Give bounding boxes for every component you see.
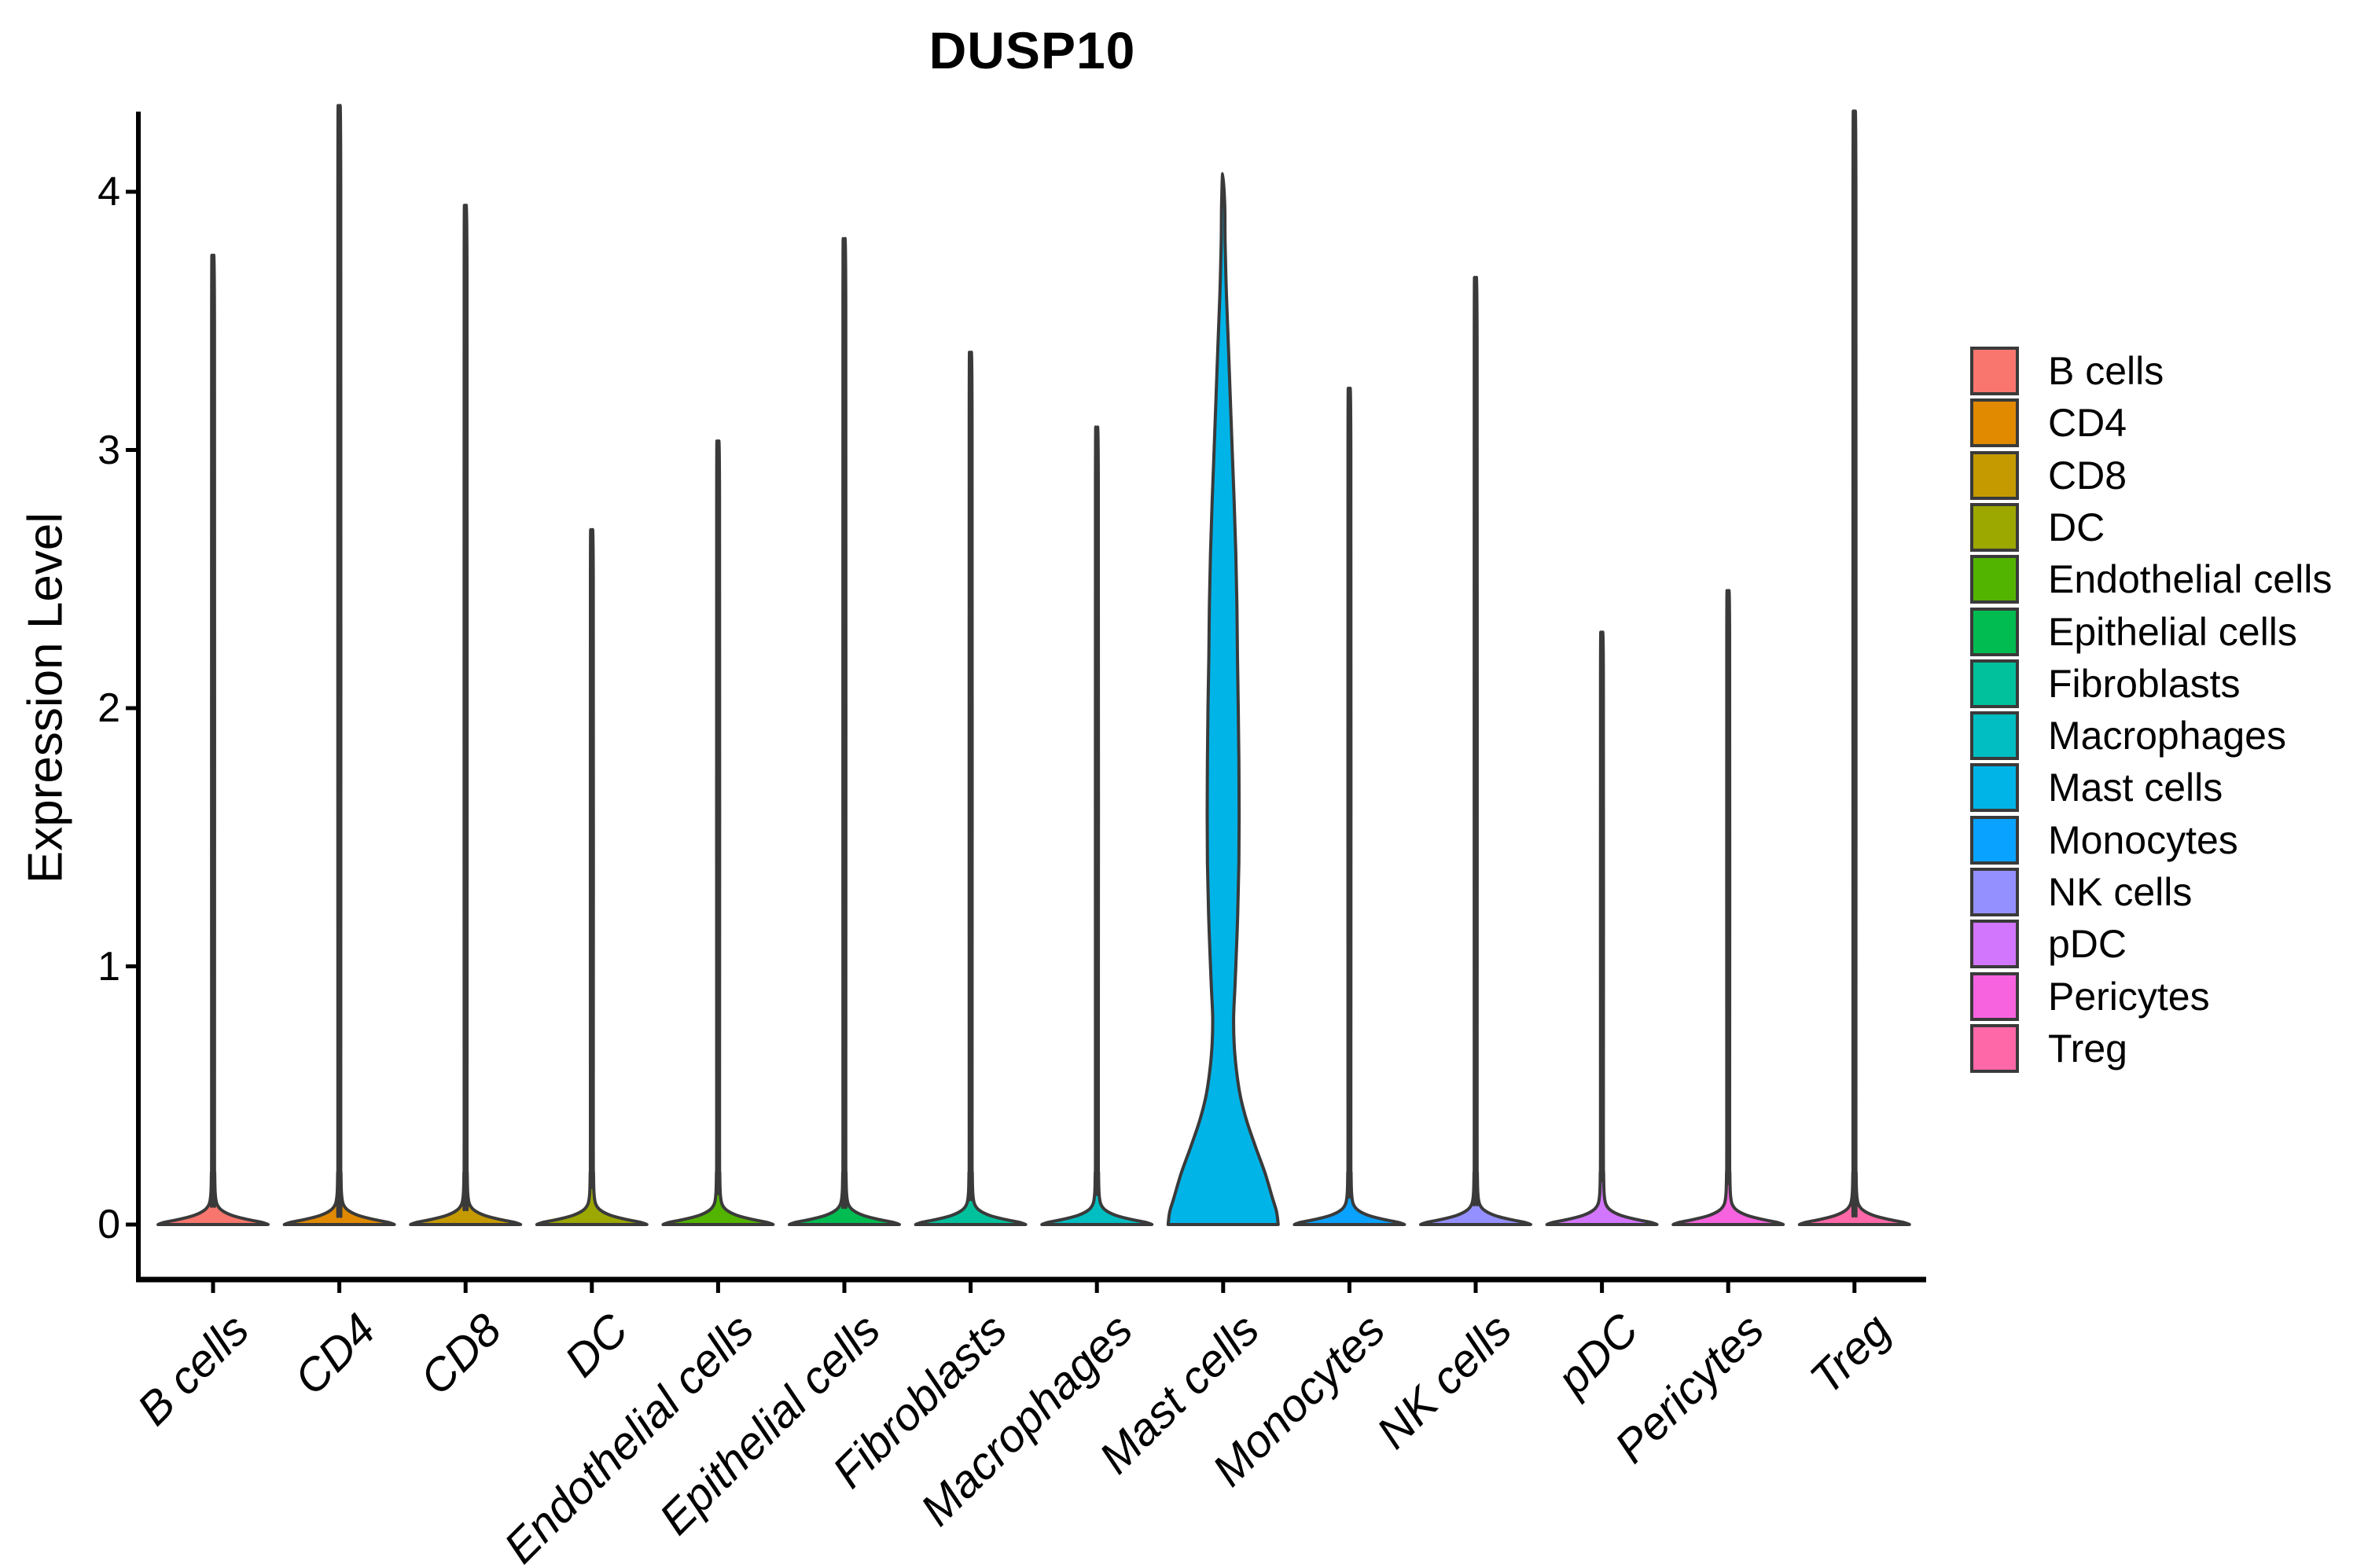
legend-swatch-cd8	[1970, 450, 2019, 500]
legend-swatch-b-cells	[1970, 347, 2019, 395]
plot-title: DUSP10	[928, 21, 1136, 79]
legend-swatch-epithelial-cells	[1970, 607, 2019, 656]
legend-label: NK cells	[2048, 870, 2193, 914]
y-tick-label: 4	[97, 169, 120, 215]
violin-treg	[1797, 109, 1911, 1226]
legend-label: Fibroblasts	[2048, 661, 2241, 706]
y-tick-label: 3	[97, 427, 120, 473]
legend-label: Endothelial cells	[2048, 557, 2333, 602]
legend-swatch-cd4	[1970, 398, 2019, 448]
violin-dc	[535, 528, 649, 1226]
violin-mast-cells	[1166, 172, 1280, 1226]
legend-label: Epithelial cells	[2048, 609, 2297, 654]
legend-swatch-nk-cells	[1970, 868, 2019, 916]
legend-swatch-mast-cells	[1970, 763, 2019, 813]
legend-label: Pericytes	[2048, 974, 2210, 1019]
y-tick-label: 1	[97, 943, 120, 990]
legend-label: Monocytes	[2048, 817, 2238, 862]
legend-swatch-pdc	[1970, 920, 2019, 969]
legend-label: CD8	[2048, 453, 2127, 498]
violin-nk-cells	[1419, 276, 1532, 1226]
violin-fibroblasts	[914, 351, 1028, 1226]
violin-b-cells	[156, 253, 270, 1226]
legend-swatch-macrophages	[1970, 711, 2019, 761]
violin-cd8	[409, 204, 523, 1226]
violin-epithelial-cells	[788, 237, 901, 1226]
legend-swatch-monocytes	[1970, 815, 2019, 865]
legend-swatch-fibroblasts	[1970, 659, 2019, 708]
legend-label: B cells	[2048, 349, 2164, 393]
violin-pericytes	[1671, 589, 1785, 1226]
violin-pdc	[1545, 630, 1659, 1226]
violin-cd4	[282, 104, 396, 1226]
legend-swatch-dc	[1970, 502, 2019, 552]
y-tick-label: 0	[97, 1202, 120, 1247]
legend-label: DC	[2048, 505, 2105, 549]
violin-macrophages	[1040, 425, 1154, 1226]
legend-label: Mast cells	[2048, 766, 2223, 810]
legend-label: Treg	[2048, 1026, 2127, 1070]
legend-swatch-treg	[1970, 1023, 2019, 1073]
legend-label: Macrophages	[2048, 714, 2286, 758]
legend-label: CD4	[2048, 401, 2127, 446]
legend-label: pDC	[2048, 922, 2127, 967]
legend-swatch-endothelial-cells	[1970, 555, 2019, 604]
violin-endothelial-cells	[661, 439, 775, 1226]
violin-monocytes	[1292, 387, 1406, 1226]
legend-swatch-pericytes	[1970, 971, 2019, 1021]
y-tick-label: 2	[97, 685, 120, 731]
